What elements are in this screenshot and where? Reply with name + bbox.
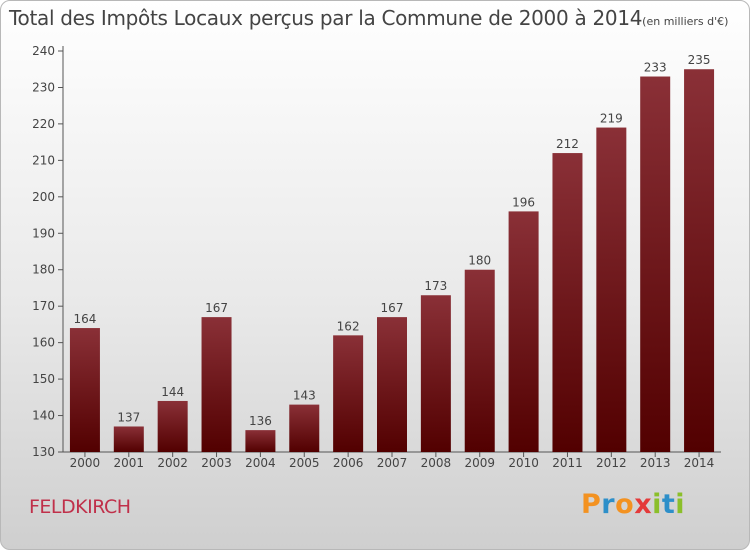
y-tick-label: 130 (32, 445, 55, 459)
commune-name: FELDKIRCH (29, 496, 131, 518)
x-tick-label: 2010 (508, 456, 539, 470)
x-tick-label: 2008 (421, 456, 452, 470)
bar (464, 269, 495, 452)
brand-letter: P (581, 489, 602, 520)
bar (596, 127, 627, 453)
x-tick-label: 2007 (377, 456, 408, 470)
y-tick-label: 150 (32, 372, 55, 386)
bar (333, 335, 364, 452)
x-tick-label: 2001 (114, 456, 145, 470)
data-label: 196 (512, 195, 535, 209)
y-tick-label: 190 (32, 226, 55, 240)
data-label: 136 (249, 414, 272, 428)
y-tick-label: 170 (32, 299, 55, 313)
brand-letter: i (675, 489, 686, 520)
x-tick-label: 2005 (289, 456, 320, 470)
bar (508, 211, 539, 452)
data-label: 219 (600, 112, 623, 126)
data-label: 167 (381, 301, 404, 315)
bar (289, 404, 320, 452)
y-tick-label: 180 (32, 263, 55, 277)
brand-logo: Proxiti (581, 489, 685, 520)
bar (157, 400, 188, 452)
brand-letter: o (615, 489, 635, 520)
bar (640, 76, 671, 452)
data-label: 167 (205, 301, 228, 315)
data-label: 162 (337, 319, 360, 333)
data-label: 137 (117, 410, 140, 424)
x-tick-label: 2014 (684, 456, 715, 470)
data-label: 144 (161, 385, 184, 399)
y-tick-label: 160 (32, 336, 55, 350)
bar (69, 328, 100, 452)
data-label: 164 (73, 312, 96, 326)
bar (113, 426, 144, 452)
data-label: 233 (644, 61, 667, 75)
data-label: 173 (424, 279, 447, 293)
y-tick-label: 140 (32, 409, 55, 423)
x-tick-label: 2004 (245, 456, 276, 470)
brand-letter: r (601, 489, 616, 520)
data-label: 212 (556, 137, 579, 151)
x-tick-label: 2011 (552, 456, 583, 470)
chart-subtitle: (en milliers d'€) (642, 15, 729, 28)
x-tick-label: 2006 (333, 456, 364, 470)
y-tick-label: 220 (32, 117, 55, 131)
y-tick-label: 230 (32, 80, 55, 94)
x-tick-label: 2003 (201, 456, 232, 470)
brand-letter: x (634, 489, 653, 520)
x-tick-label: 2009 (464, 456, 495, 470)
bar (201, 317, 232, 452)
x-tick-label: 2000 (70, 456, 101, 470)
chart-title-block: Total des Impôts Locaux perçus par la Co… (9, 6, 728, 30)
bar (377, 317, 407, 452)
chart-title: Total des Impôts Locaux perçus par la Co… (9, 6, 643, 30)
y-tick-label: 240 (32, 44, 55, 58)
bar (420, 295, 451, 452)
data-label: 180 (468, 254, 491, 268)
y-tick-label: 200 (32, 190, 55, 204)
brand-letter: t (661, 489, 676, 520)
x-tick-label: 2002 (157, 456, 188, 470)
bar (552, 153, 583, 452)
brand-letter: i (652, 489, 662, 520)
data-label: 143 (293, 389, 316, 403)
y-tick-label: 210 (32, 153, 55, 167)
x-tick-label: 2013 (640, 456, 671, 470)
bar (245, 430, 276, 452)
x-tick-label: 2012 (596, 456, 627, 470)
data-label: 235 (688, 53, 711, 67)
bar (684, 69, 715, 453)
